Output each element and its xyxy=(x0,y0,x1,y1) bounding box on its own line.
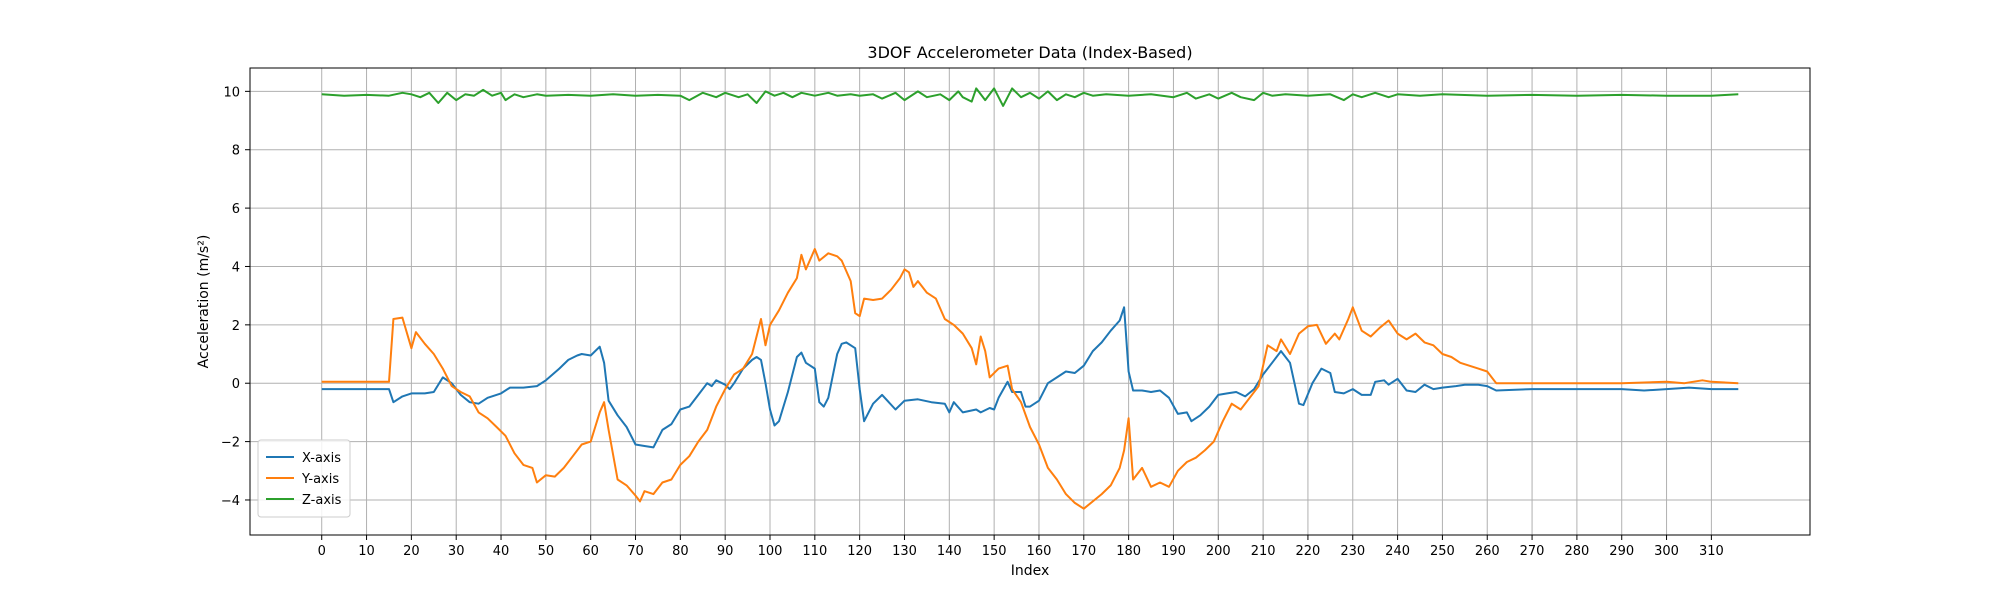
series-line-y-axis xyxy=(321,248,1739,510)
y-tick-label: −2 xyxy=(221,436,240,451)
x-axis-ticks: 0 10 20 30 40 50 60 70 80 90 100 110 120 130 140 150 160… xyxy=(318,535,1724,559)
y-tick-label: 6 xyxy=(232,202,240,217)
x-axis-title: Index xyxy=(1011,563,1050,579)
y-tick-label: 2 xyxy=(232,319,240,334)
x-tick-label: 130 xyxy=(892,544,917,559)
legend-label: X-axis xyxy=(302,451,341,466)
x-tick-label: 210 xyxy=(1251,544,1276,559)
legend-box xyxy=(257,439,351,518)
y-tick-label: 8 xyxy=(232,144,240,159)
plot-area-frame xyxy=(249,67,1811,536)
series-line-z-axis xyxy=(321,87,1739,107)
x-tick-label: 220 xyxy=(1296,544,1321,559)
y-tick-label: −4 xyxy=(221,494,240,509)
series-lines xyxy=(321,87,1739,510)
x-tick-label: 170 xyxy=(1071,544,1096,559)
y-tick-label: 4 xyxy=(232,260,240,275)
x-tick-label: 190 xyxy=(1161,544,1186,559)
x-tick-label: 200 xyxy=(1206,544,1231,559)
x-tick-label: 50 xyxy=(538,544,555,559)
legend: X-axis Y-axis Z-axis xyxy=(257,439,351,518)
legend-label: Y-axis xyxy=(301,472,339,487)
x-tick-label: 90 xyxy=(717,544,734,559)
x-tick-label: 20 xyxy=(403,544,420,559)
x-tick-label: 290 xyxy=(1609,544,1634,559)
x-tick-label: 230 xyxy=(1340,544,1365,559)
y-axis-ticks: −4 −2 0 2 4 6 8 10 xyxy=(221,85,250,509)
y-tick-label: 0 xyxy=(232,377,240,392)
x-tick-label: 240 xyxy=(1385,544,1410,559)
x-tick-label: 310 xyxy=(1699,544,1724,559)
x-tick-label: 150 xyxy=(982,544,1007,559)
x-tick-label: 60 xyxy=(582,544,599,559)
x-tick-label: 280 xyxy=(1564,544,1589,559)
x-tick-label: 30 xyxy=(448,544,465,559)
x-tick-label: 80 xyxy=(672,544,689,559)
x-tick-label: 110 xyxy=(802,544,827,559)
x-tick-label: 300 xyxy=(1654,544,1679,559)
x-tick-label: 180 xyxy=(1116,544,1141,559)
chart-title: 3DOF Accelerometer Data (Index-Based) xyxy=(867,43,1192,62)
x-tick-label: 260 xyxy=(1475,544,1500,559)
x-tick-label: 270 xyxy=(1520,544,1545,559)
x-tick-label: 160 xyxy=(1027,544,1052,559)
x-tick-label: 40 xyxy=(493,544,510,559)
legend-label: Z-axis xyxy=(302,493,342,508)
x-tick-label: 100 xyxy=(758,544,783,559)
x-tick-label: 120 xyxy=(847,544,872,559)
x-tick-label: 140 xyxy=(937,544,962,559)
y-tick-label: 10 xyxy=(223,85,240,100)
x-tick-label: 0 xyxy=(318,544,326,559)
x-tick-label: 10 xyxy=(358,544,375,559)
y-axis-title: Acceleration (m/s²) xyxy=(196,235,212,369)
series-line-x-axis xyxy=(321,306,1739,449)
x-tick-label: 250 xyxy=(1430,544,1455,559)
x-tick-label: 70 xyxy=(627,544,644,559)
